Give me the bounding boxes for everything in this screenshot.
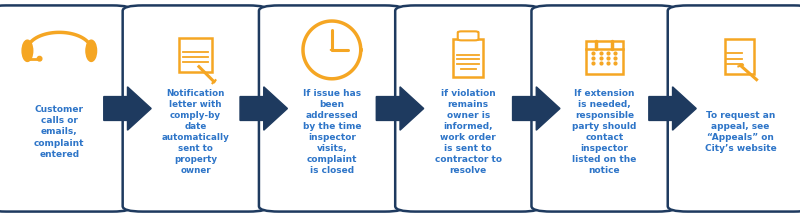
Polygon shape	[376, 87, 424, 130]
Polygon shape	[240, 87, 287, 130]
Polygon shape	[649, 87, 696, 130]
FancyBboxPatch shape	[122, 5, 269, 212]
Ellipse shape	[86, 40, 97, 61]
Ellipse shape	[38, 56, 42, 61]
Text: If extension
is needed,
responsible
party should
contact
inspector
listed on the: If extension is needed, responsible part…	[572, 89, 637, 175]
Text: if violation
remains
owner is
informed,
work order
is sent to
contractor to
reso: if violation remains owner is informed, …	[434, 89, 502, 175]
Text: Notification
letter with
comply-by
date
automatically
sent to
property
owner: Notification letter with comply-by date …	[162, 89, 230, 175]
Text: If issue has
been
addressed
by the time
inspector
visits,
complaint
is closed: If issue has been addressed by the time …	[302, 89, 361, 175]
Ellipse shape	[22, 40, 33, 61]
FancyBboxPatch shape	[458, 31, 478, 40]
Text: Customer
calls or
emails,
complaint
entered: Customer calls or emails, complaint ente…	[34, 105, 85, 159]
Circle shape	[330, 49, 334, 50]
FancyBboxPatch shape	[259, 5, 405, 212]
Text: To request an
appeal, see
“Appeals” on
City’s website: To request an appeal, see “Appeals” on C…	[705, 111, 777, 153]
Polygon shape	[104, 87, 151, 130]
FancyBboxPatch shape	[0, 5, 132, 212]
FancyBboxPatch shape	[395, 5, 541, 212]
FancyBboxPatch shape	[668, 5, 800, 212]
FancyBboxPatch shape	[531, 5, 678, 212]
Polygon shape	[513, 87, 560, 130]
